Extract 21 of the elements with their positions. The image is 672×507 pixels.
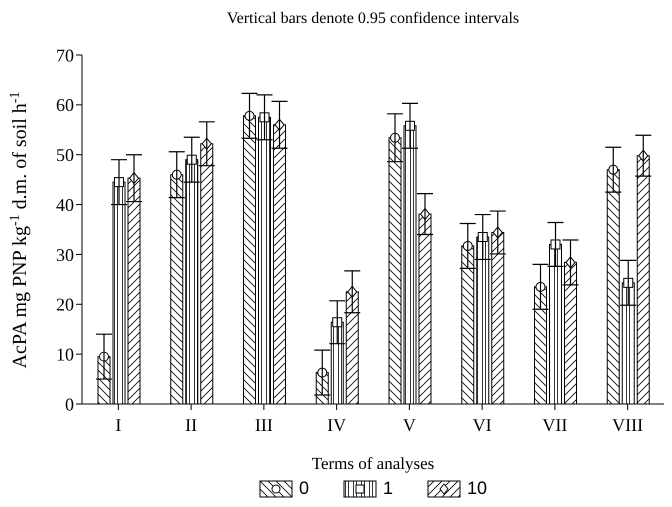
x-tick-label: VIII (612, 414, 644, 435)
x-tick-label: III (254, 414, 273, 435)
y-tick-label: 40 (56, 194, 74, 215)
legend-label: 10 (467, 478, 488, 499)
legend-label: 0 (298, 478, 309, 499)
x-tick-label: II (185, 414, 198, 435)
x-tick-label: V (402, 414, 416, 435)
x-tick-label: IV (327, 414, 346, 435)
x-tick-label: VII (542, 414, 568, 435)
y-tick-label: 20 (56, 294, 74, 315)
y-tick-label: 70 (56, 45, 74, 66)
y-tick-label: 0 (65, 394, 74, 414)
chart-title: Vertical bars denote 0.95 confidence intervals (226, 10, 520, 28)
y-tick-label: 60 (56, 95, 74, 116)
x-tick-label: I (115, 414, 122, 435)
x-axis-title: Terms of analyses (310, 454, 436, 474)
y-tick-label: 10 (56, 344, 74, 365)
legend-label: 1 (382, 478, 393, 499)
y-tick-label: 30 (56, 244, 74, 265)
x-tick-label: VI (472, 414, 492, 435)
y-tick-label: 50 (56, 145, 74, 166)
